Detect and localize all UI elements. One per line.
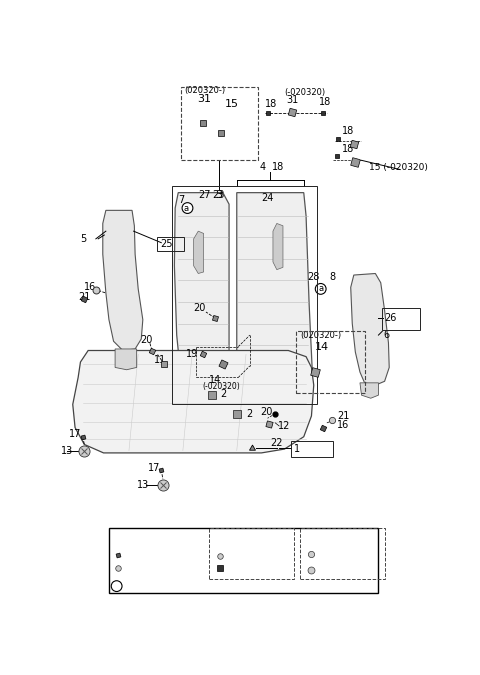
Text: 27: 27	[198, 190, 211, 200]
Text: 20: 20	[193, 303, 206, 313]
Text: 14: 14	[209, 375, 221, 385]
Text: 2: 2	[246, 408, 252, 418]
Bar	[157, 238, 184, 251]
Bar	[300, 528, 384, 579]
Text: (020320-): (020320-)	[304, 569, 343, 578]
Text: 29: 29	[317, 549, 328, 558]
Text: 16: 16	[84, 282, 96, 292]
Text: 20: 20	[141, 335, 153, 345]
Text: (-020320): (-020320)	[285, 88, 325, 97]
Text: 21: 21	[337, 411, 349, 421]
Text: 18: 18	[265, 99, 277, 109]
Text: (020320-): (020320-)	[300, 331, 341, 340]
Text: a: a	[183, 204, 189, 213]
Text: (-020320): (-020320)	[202, 382, 240, 391]
Text: 18: 18	[272, 162, 285, 172]
Text: 6: 6	[383, 330, 389, 340]
Text: 22: 22	[271, 438, 283, 448]
Text: 19: 19	[186, 350, 198, 359]
Text: 11: 11	[154, 355, 166, 364]
Polygon shape	[115, 349, 137, 370]
Circle shape	[111, 580, 122, 591]
Bar	[180, 87, 258, 160]
Text: 3: 3	[215, 190, 222, 200]
Text: 24: 24	[262, 193, 274, 203]
Polygon shape	[193, 231, 204, 273]
Polygon shape	[273, 223, 283, 269]
Text: 12: 12	[278, 421, 291, 431]
Text: 31: 31	[286, 95, 298, 105]
Text: 31: 31	[197, 95, 211, 105]
Text: 21: 21	[78, 292, 91, 302]
Polygon shape	[237, 192, 312, 404]
Text: 15: 15	[225, 99, 239, 109]
Text: 7: 7	[178, 195, 184, 205]
Text: 5: 5	[81, 234, 87, 244]
Bar	[382, 308, 420, 329]
Text: 13: 13	[137, 480, 149, 490]
Bar	[296, 331, 365, 393]
Circle shape	[315, 284, 326, 294]
Text: 10(-010621): 10(-010621)	[132, 563, 188, 572]
Text: 30: 30	[232, 564, 244, 573]
Polygon shape	[103, 211, 143, 350]
Text: 14: 14	[315, 342, 329, 352]
Text: 15 (-020320): 15 (-020320)	[369, 163, 428, 171]
Bar	[209, 528, 294, 579]
Text: (010621-020320): (010621-020320)	[213, 569, 282, 578]
Text: a: a	[114, 582, 120, 591]
Text: 20: 20	[260, 407, 272, 417]
Polygon shape	[351, 273, 389, 385]
Polygon shape	[73, 350, 314, 453]
Text: 4: 4	[260, 162, 266, 172]
Bar	[291, 441, 333, 457]
Polygon shape	[174, 192, 229, 400]
Text: 17: 17	[69, 429, 81, 439]
Text: 26: 26	[384, 313, 397, 323]
Text: 18: 18	[319, 97, 331, 107]
Text: 18: 18	[342, 144, 355, 154]
Text: 18: 18	[342, 126, 355, 136]
Text: 8: 8	[329, 272, 336, 282]
Text: 16: 16	[337, 421, 349, 430]
Text: a: a	[318, 284, 323, 294]
Circle shape	[182, 202, 193, 213]
Text: 29: 29	[232, 551, 243, 561]
Text: 32: 32	[317, 566, 328, 574]
Polygon shape	[360, 383, 378, 398]
Text: 2: 2	[221, 389, 227, 400]
Text: (020320-): (020320-)	[184, 86, 226, 94]
Text: 25: 25	[160, 239, 172, 249]
Text: 28: 28	[308, 272, 320, 282]
Text: 23: 23	[212, 190, 225, 200]
Bar	[172, 186, 317, 404]
Text: 17: 17	[148, 462, 161, 472]
Text: 13: 13	[61, 446, 73, 456]
Bar	[109, 528, 378, 593]
Text: 1: 1	[294, 444, 300, 454]
Text: 9(-010621): 9(-010621)	[132, 550, 182, 559]
